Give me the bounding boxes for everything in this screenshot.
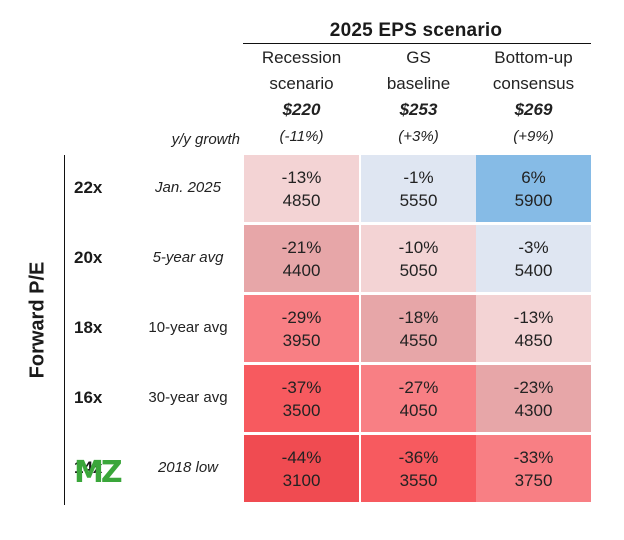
column-header-line1: Bottom-up: [494, 48, 573, 67]
cell-pct-change: -37%: [281, 377, 322, 397]
row-axis-line: [64, 155, 65, 505]
cell-pct-change: -1%: [403, 167, 434, 187]
cell-index-level: 3950: [282, 330, 321, 350]
column-header: Bottom-up consensus $269 (+9%): [476, 45, 591, 150]
column-eps-value: $253: [399, 100, 438, 119]
column-header: GS baseline $253 (+3%): [361, 45, 476, 150]
y-axis-label: Forward P/E: [26, 261, 49, 379]
scenario-cell: -37% 3500: [244, 365, 359, 432]
cell-index-level: 4850: [514, 330, 553, 350]
scenario-cell: -44% 3100: [244, 435, 359, 502]
row-multiple-label: 16x: [74, 387, 103, 407]
column-growth-value: (-11%): [279, 128, 324, 145]
cell-pct-change: 6%: [521, 167, 546, 187]
cell-pct-change: -21%: [281, 237, 322, 257]
cell-index-level: 3750: [514, 470, 553, 490]
column-eps-value: $269: [514, 100, 553, 119]
row-multiple-label: 14x: [74, 457, 103, 477]
row-period-label: 2018 low: [157, 458, 219, 476]
cell-index-level: 4400: [282, 260, 321, 280]
column-growth-value: (+3%): [398, 128, 439, 145]
scenario-cell: -13% 4850: [476, 295, 591, 362]
row-multiple-label: 22x: [74, 177, 103, 197]
growth-label: y/y growth: [171, 131, 240, 148]
column-header: Recession scenario $220 (-11%): [244, 45, 359, 150]
scenario-cell: 6% 5900: [476, 155, 591, 222]
scenario-cell: -10% 5050: [361, 225, 476, 292]
cell-index-level: 3500: [282, 400, 321, 420]
cell-pct-change: -27%: [398, 377, 439, 397]
cell-pct-change: -13%: [513, 307, 554, 327]
column-header-line2: baseline: [386, 74, 451, 93]
column-growth-value: (+9%): [513, 128, 554, 145]
row-multiple-label: 20x: [74, 247, 103, 267]
scenario-cell: -27% 4050: [361, 365, 476, 432]
scenario-cell: -21% 4400: [244, 225, 359, 292]
column-eps-value: $220: [282, 100, 321, 119]
column-header-line2: consensus: [492, 74, 575, 93]
row-period-label: Jan. 2025: [155, 178, 221, 196]
cell-pct-change: -44%: [281, 447, 322, 467]
scenario-cell: -23% 4300: [476, 365, 591, 432]
scenario-cell: -36% 3550: [361, 435, 476, 502]
cell-pct-change: -10%: [398, 237, 439, 257]
cell-index-level: 4050: [399, 400, 438, 420]
cell-index-level: 4850: [282, 190, 321, 210]
scenario-cell: -18% 4550: [361, 295, 476, 362]
cell-pct-change: -18%: [398, 307, 439, 327]
cell-index-level: 3550: [399, 470, 438, 490]
chart-title: 2025 EPS scenario: [329, 20, 503, 41]
cell-index-level: 5550: [399, 190, 438, 210]
cell-pct-change: -23%: [513, 377, 554, 397]
cell-index-level: 5050: [399, 260, 438, 280]
cell-pct-change: -33%: [513, 447, 554, 467]
column-header-line1: GS: [406, 48, 431, 67]
scenario-cell: -13% 4850: [244, 155, 359, 222]
cell-pct-change: -36%: [398, 447, 439, 467]
cell-index-level: 3100: [282, 470, 321, 490]
scenario-cell: -1% 5550: [361, 155, 476, 222]
scenario-cell: -3% 5400: [476, 225, 591, 292]
cell-pct-change: -13%: [281, 167, 322, 187]
cell-pct-change: -3%: [518, 237, 549, 257]
cell-pct-change: -29%: [281, 307, 322, 327]
row-multiple-label: 18x: [74, 317, 103, 337]
title-underline: [243, 43, 591, 44]
column-header-line1: Recession: [261, 48, 342, 67]
row-period-label: 5-year avg: [152, 248, 224, 266]
scenario-cell: -33% 3750: [476, 435, 591, 502]
cell-index-level: 4550: [399, 330, 438, 350]
row-period-label: 30-year avg: [148, 388, 228, 406]
cell-index-level: 5400: [514, 260, 553, 280]
scenario-cell: -29% 3950: [244, 295, 359, 362]
row-period-label: 10-year avg: [148, 318, 228, 336]
watermark-logo: MZ: [74, 455, 123, 490]
cell-index-level: 5900: [514, 190, 553, 210]
column-header-line2: scenario: [269, 74, 334, 93]
cell-index-level: 4300: [514, 400, 553, 420]
